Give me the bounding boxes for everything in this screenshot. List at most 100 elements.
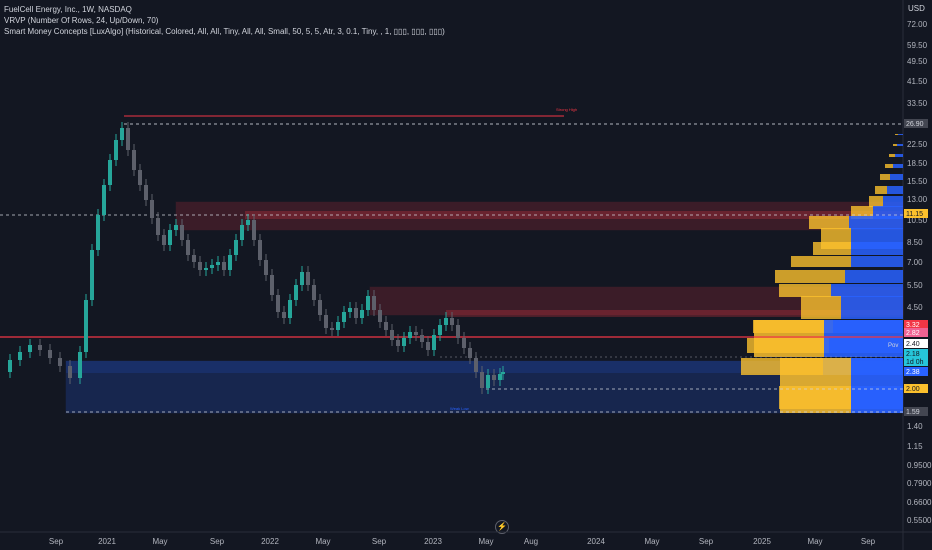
candle-body <box>156 218 160 235</box>
candle-body <box>420 335 424 342</box>
bearish-order-block <box>175 201 904 231</box>
candle-body <box>270 275 274 295</box>
candle-body <box>312 285 316 300</box>
price-tag-bg <box>904 339 928 348</box>
candle-body <box>28 345 32 352</box>
price-tag-bg <box>904 367 928 376</box>
candle-body <box>378 310 382 322</box>
volume-profile-down-bar <box>885 164 893 168</box>
candle-body <box>438 325 442 335</box>
candle-body <box>168 230 172 245</box>
candle-body <box>498 374 502 380</box>
bearish-order-block-inner <box>245 211 903 219</box>
smc-indicator-label[interactable]: Smart Money Concepts [LuxAlgo] (Historic… <box>4 27 445 36</box>
candle-body <box>414 332 418 335</box>
candle-body <box>228 255 232 270</box>
candle-body <box>336 322 340 330</box>
vrvp-indicator-label[interactable]: VRVP (Number Of Rows, 24, Up/Down, 70) <box>4 16 159 25</box>
candle-body <box>348 308 352 312</box>
volume-profile-up-bar <box>890 174 903 180</box>
price-axis-label: 5.50 <box>907 281 923 290</box>
candle-body <box>18 352 22 360</box>
volume-profile-up-bar <box>851 358 903 413</box>
candle-body <box>216 262 220 265</box>
candle-body <box>120 128 124 140</box>
price-tag: 2.82 <box>904 328 928 337</box>
candle-body <box>318 300 322 315</box>
candle-body <box>468 348 472 358</box>
price-tag: 1.59 <box>904 407 928 416</box>
time-axis-label: 2025 <box>753 537 771 546</box>
price-tag-bg <box>904 349 928 358</box>
volume-profile-up-bar <box>824 320 903 357</box>
price-axis-label: 18.50 <box>907 159 928 168</box>
price-tag-label: 2.40 <box>906 341 920 348</box>
candle-body <box>408 332 412 338</box>
strong-high-annotation: Strong High <box>556 107 577 112</box>
candle-body <box>501 372 505 374</box>
time-axis-label: 2021 <box>98 537 116 546</box>
candle-body <box>402 338 406 346</box>
candle-body <box>96 215 100 250</box>
candle-body <box>78 352 82 378</box>
volume-profile-up-bar <box>851 256 903 267</box>
candle-body <box>276 295 280 312</box>
candle-body <box>144 185 148 200</box>
volume-profile-down-bar <box>791 256 851 267</box>
candle-body <box>354 308 358 318</box>
volume-profile-down-bar <box>809 216 849 229</box>
volume-profile-down-bar <box>779 284 831 297</box>
poc-label: Pov <box>888 343 898 349</box>
volume-profile-down-bar <box>869 196 883 207</box>
volume-profile-down-bar <box>801 296 841 319</box>
volume-profile-up-bar <box>893 164 903 168</box>
price-tag: 26.90 <box>904 119 928 128</box>
candle-body <box>258 240 262 260</box>
time-axis-label: Sep <box>49 537 64 546</box>
volume-profile-up-bar <box>883 196 903 207</box>
candle-body <box>90 250 94 300</box>
time-axis-label: May <box>478 537 493 546</box>
candle-body <box>252 220 256 240</box>
candle-body <box>68 366 72 378</box>
candle-body <box>108 160 112 185</box>
price-tag: 2.00 <box>904 384 928 393</box>
candle-body <box>204 268 208 270</box>
candle-body <box>372 296 376 310</box>
time-axis-label: 2022 <box>261 537 279 546</box>
candle-body <box>150 200 154 218</box>
candle-body <box>396 340 400 346</box>
candle-body <box>48 350 52 358</box>
price-axis-label: 10.50 <box>907 216 928 225</box>
candle-body <box>450 318 454 325</box>
candle-body <box>480 372 484 388</box>
candle-body <box>114 140 118 160</box>
candle-body <box>342 312 346 322</box>
price-tag: 11.15 <box>904 209 928 218</box>
price-axis-label: 1.15 <box>907 442 923 451</box>
candle-body <box>192 255 196 262</box>
price-tag-label: 1.59 <box>906 409 920 416</box>
time-axis-label: Sep <box>210 537 225 546</box>
candle-body <box>132 150 136 170</box>
volume-profile-up-bar <box>851 242 903 255</box>
price-axis-label: 0.9500 <box>907 461 932 470</box>
price-tag-bg <box>904 407 928 416</box>
price-tag-bg <box>904 119 928 128</box>
volume-profile-up-bar <box>841 296 903 319</box>
volume-profile-up-bar <box>895 154 903 157</box>
price-tag-label: 2.00 <box>906 386 920 393</box>
price-axis-label: 59.50 <box>907 41 928 50</box>
candle-body <box>138 170 142 185</box>
time-axis-label: May <box>644 537 659 546</box>
price-axis-label: 1.40 <box>907 422 923 431</box>
price-axis-label: 0.7900 <box>907 479 932 488</box>
candle-body <box>474 358 478 372</box>
symbol-title[interactable]: FuelCell Energy, Inc., 1W, NASDAQ <box>4 5 132 14</box>
candle-body <box>360 310 364 318</box>
tradingview-logo-icon[interactable]: ⚡ <box>495 520 509 534</box>
chart-legend[interactable]: FuelCell Energy, Inc., 1W, NASDAQ VRVP (… <box>4 4 445 37</box>
candle-body <box>456 325 460 338</box>
price-tag-label: 3.32 <box>906 322 920 329</box>
